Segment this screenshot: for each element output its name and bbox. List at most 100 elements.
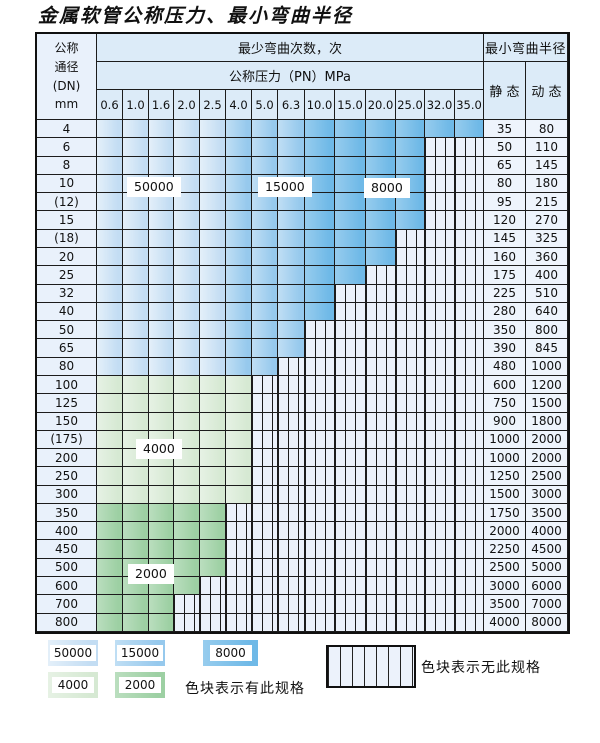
spec-available-cell	[123, 193, 149, 212]
spec-available-cell	[174, 522, 200, 541]
spec-available-cell	[97, 467, 123, 486]
spec-available-cell	[97, 485, 123, 504]
spec-available-cell	[252, 120, 278, 139]
spec-available-cell	[97, 174, 123, 194]
no-spec-cell	[425, 211, 455, 230]
dynamic-radius-value: 80	[526, 120, 568, 139]
no-spec-cell	[455, 229, 484, 248]
no-spec-cell	[335, 357, 366, 376]
no-spec-cell	[425, 394, 455, 413]
table-row: 400 2000 4000	[37, 522, 568, 541]
no-spec-cell	[252, 394, 278, 413]
spec-available-cell	[97, 449, 123, 468]
spec-available-cell	[226, 449, 252, 468]
no-spec-cell	[455, 577, 484, 596]
no-spec-cell	[425, 266, 455, 285]
no-spec-cell	[278, 522, 305, 541]
table-row: (12) 95 215	[37, 193, 568, 212]
spec-available-cell	[174, 577, 200, 596]
no-spec-cell	[278, 357, 305, 376]
min-bend-radius-header: 最小弯曲半径	[484, 34, 568, 62]
spec-available-cell	[396, 156, 425, 175]
spec-available-cell	[174, 485, 200, 504]
table-row: 6 50 110	[37, 138, 568, 157]
no-spec-cell	[396, 247, 425, 267]
no-spec-cell	[425, 302, 455, 322]
spec-available-cell	[335, 120, 366, 139]
dn-cell: 65	[37, 339, 97, 358]
spec-available-cell	[335, 229, 366, 248]
no-spec-cell	[455, 558, 484, 578]
static-column-header: 静 态	[484, 62, 526, 120]
spec-available-cell	[226, 138, 252, 157]
no-spec-cell	[366, 503, 396, 523]
spec-available-cell	[200, 193, 226, 212]
spec-available-cell	[97, 193, 123, 212]
spec-available-cell	[174, 138, 200, 157]
pressure-tick: 15.0	[335, 90, 366, 120]
legend-swatch-label: 8000	[209, 645, 252, 661]
spec-available-cell	[366, 120, 396, 139]
dynamic-radius-value: 270	[526, 211, 568, 230]
spec-available-cell	[305, 138, 335, 157]
dn-cell: 150	[37, 412, 97, 431]
no-spec-cell	[396, 522, 425, 541]
spec-available-cell	[200, 503, 226, 523]
no-spec-cell	[425, 174, 455, 194]
dn-cell: 300	[37, 485, 97, 504]
no-spec-cell	[305, 394, 335, 413]
no-spec-cell	[252, 613, 278, 632]
no-spec-cell	[396, 540, 425, 559]
table-row: 80 480 1000	[37, 357, 568, 376]
no-spec-cell	[366, 430, 396, 450]
spec-available-cell	[97, 412, 123, 431]
spec-available-cell	[200, 394, 226, 413]
table-row: 800 4000 8000	[37, 613, 568, 632]
no-spec-cell	[366, 595, 396, 614]
no-spec-cell	[252, 522, 278, 541]
spec-available-cell	[123, 467, 149, 486]
no-spec-cell	[396, 321, 425, 340]
spec-available-cell	[252, 357, 278, 376]
dynamic-radius-value: 2500	[526, 467, 568, 486]
spec-available-cell	[200, 485, 226, 504]
table-row: 40 280 640	[37, 302, 568, 322]
spec-available-cell	[200, 302, 226, 322]
pressure-tick: 35.0	[455, 90, 484, 120]
spec-available-cell	[123, 229, 149, 248]
no-spec-cell	[305, 485, 335, 504]
spec-available-cell	[305, 156, 335, 175]
static-radius-value: 3000	[484, 577, 526, 596]
dynamic-radius-value: 1000	[526, 357, 568, 376]
no-spec-cell	[366, 284, 396, 303]
spec-available-cell	[252, 156, 278, 175]
no-spec-cell	[425, 522, 455, 541]
no-spec-cell	[425, 577, 455, 596]
spec-available-cell	[149, 138, 174, 157]
spec-available-cell	[366, 156, 396, 175]
spec-available-cell	[252, 193, 278, 212]
spec-available-cell	[200, 211, 226, 230]
spec-available-cell	[97, 595, 123, 614]
no-spec-cell	[200, 577, 226, 596]
no-spec-cell	[278, 375, 305, 395]
legend-swatch-8000: 8000	[203, 640, 258, 666]
spec-available-cell	[278, 339, 305, 358]
spec-available-cell	[149, 394, 174, 413]
dynamic-radius-value: 1800	[526, 412, 568, 431]
table-row: 350 1750 3500	[37, 503, 568, 523]
spec-available-cell	[278, 284, 305, 303]
spec-available-cell	[226, 339, 252, 358]
spec-available-cell	[174, 229, 200, 248]
no-spec-cell	[455, 211, 484, 230]
no-spec-cell	[396, 558, 425, 578]
spec-available-cell	[226, 375, 252, 395]
legend-swatch-50000: 50000	[48, 640, 98, 666]
spec-available-cell	[97, 156, 123, 175]
no-spec-cell	[278, 394, 305, 413]
spec-available-cell	[174, 211, 200, 230]
table-row: 250 1250 2500	[37, 467, 568, 486]
spec-available-cell	[123, 412, 149, 431]
no-spec-cell	[425, 339, 455, 358]
